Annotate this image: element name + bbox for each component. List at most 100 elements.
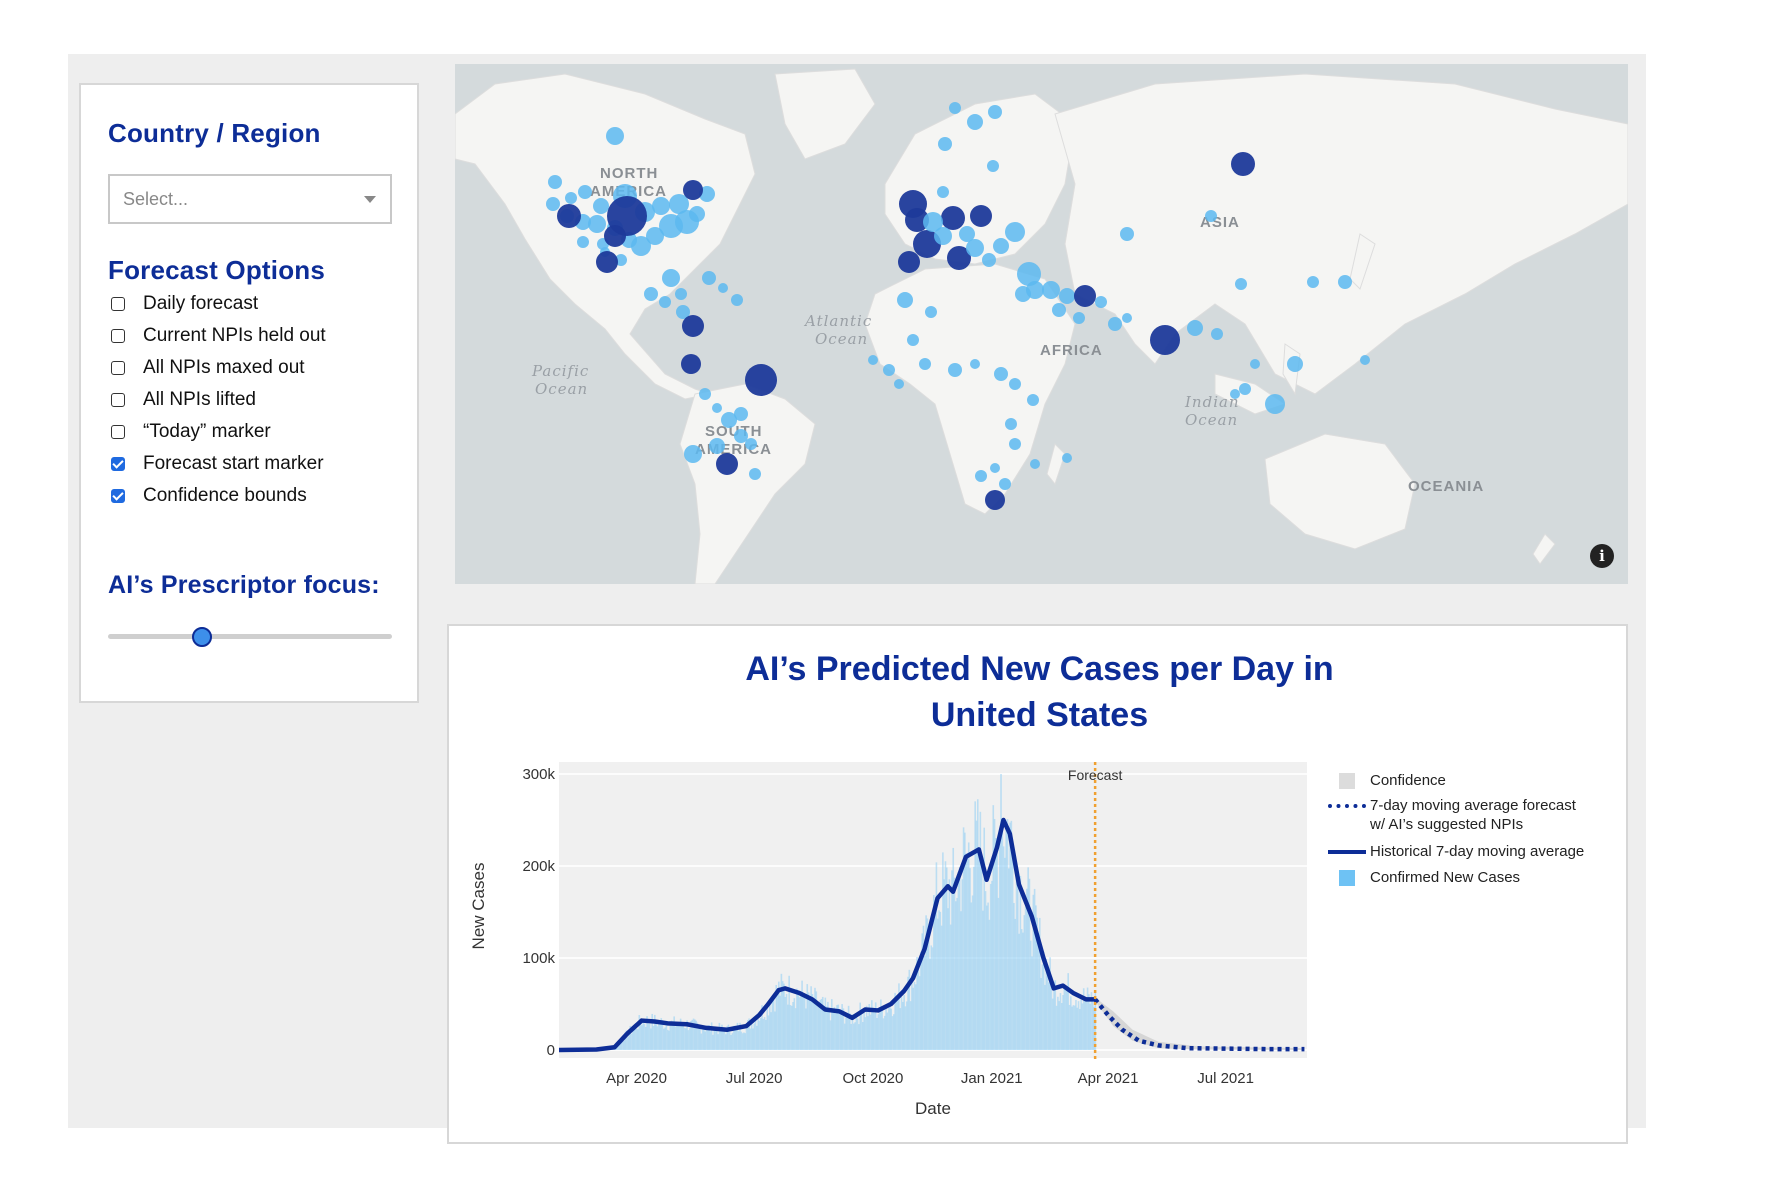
country-bubble[interactable]	[1307, 276, 1319, 288]
country-bubble[interactable]	[999, 478, 1011, 490]
legend-item-historical[interactable]: Historical 7-day moving average	[1326, 842, 1616, 862]
country-bubble[interactable]	[1095, 296, 1107, 308]
country-bubble[interactable]	[682, 315, 704, 337]
country-bubble[interactable]	[1042, 281, 1060, 299]
checkbox-unchecked-icon[interactable]	[111, 329, 125, 343]
checkbox-unchecked-icon[interactable]	[111, 361, 125, 375]
country-bubble[interactable]	[1211, 328, 1223, 340]
country-bubble[interactable]	[669, 194, 689, 214]
country-bubble[interactable]	[676, 305, 690, 319]
country-bubble[interactable]	[947, 246, 971, 270]
country-bubble[interactable]	[1005, 418, 1017, 430]
legend-item-confirmed[interactable]: Confirmed New Cases	[1326, 868, 1616, 888]
country-bubble[interactable]	[588, 215, 606, 233]
country-bubble[interactable]	[615, 254, 627, 266]
country-bubble[interactable]	[985, 490, 1005, 510]
country-bubble[interactable]	[565, 192, 577, 204]
country-bubble[interactable]	[578, 185, 592, 199]
country-bubble[interactable]	[925, 306, 937, 318]
country-bubble[interactable]	[675, 288, 687, 300]
country-bubble[interactable]	[1120, 227, 1134, 241]
country-bubble[interactable]	[731, 294, 743, 306]
country-bubble[interactable]	[1027, 394, 1039, 406]
country-bubble[interactable]	[734, 429, 748, 443]
country-bubble[interactable]	[1187, 320, 1203, 336]
country-bubble[interactable]	[967, 114, 983, 130]
country-bubble[interactable]	[652, 197, 670, 215]
country-bubble[interactable]	[994, 367, 1008, 381]
country-bubble[interactable]	[941, 206, 965, 230]
country-bubble[interactable]	[646, 227, 664, 245]
country-bubble[interactable]	[1017, 262, 1041, 286]
country-bubble[interactable]	[689, 206, 705, 222]
country-bubble[interactable]	[1265, 394, 1285, 414]
country-bubble[interactable]	[699, 388, 711, 400]
country-bubble[interactable]	[988, 105, 1002, 119]
country-bubble[interactable]	[681, 354, 701, 374]
country-bubble[interactable]	[970, 359, 980, 369]
country-bubble[interactable]	[948, 363, 962, 377]
country-bubble[interactable]	[546, 197, 560, 211]
country-bubble[interactable]	[883, 364, 895, 376]
country-bubble[interactable]	[907, 334, 919, 346]
country-bubble[interactable]	[683, 180, 703, 200]
country-bubble[interactable]	[662, 269, 680, 287]
country-bubble[interactable]	[1059, 288, 1075, 304]
country-bubble[interactable]	[993, 238, 1009, 254]
country-bubble[interactable]	[1230, 389, 1240, 399]
country-bubble[interactable]	[975, 470, 987, 482]
country-bubble[interactable]	[1338, 275, 1352, 289]
country-bubble[interactable]	[577, 236, 589, 248]
country-bubble[interactable]	[596, 251, 618, 273]
prescriptor-slider-track[interactable]	[108, 634, 392, 639]
country-bubble[interactable]	[938, 137, 952, 151]
country-bubble[interactable]	[702, 271, 716, 285]
forecast-option-5[interactable]: Forecast start marker	[111, 452, 324, 476]
world-map[interactable]: NORTH AMERICA SOUTH AMERICA AFRICA ASIA …	[455, 64, 1628, 584]
checkbox-checked-icon[interactable]	[111, 489, 125, 503]
country-bubble[interactable]	[1108, 317, 1122, 331]
country-bubble[interactable]	[1360, 355, 1370, 365]
forecast-option-3[interactable]: All NPIs lifted	[111, 388, 256, 412]
country-bubble[interactable]	[1062, 453, 1072, 463]
country-bubble[interactable]	[1150, 325, 1180, 355]
country-bubble[interactable]	[557, 204, 581, 228]
checkbox-checked-icon[interactable]	[111, 457, 125, 471]
country-bubble[interactable]	[949, 102, 961, 114]
world-map-canvas[interactable]: NORTH AMERICA SOUTH AMERICA AFRICA ASIA …	[455, 64, 1628, 584]
country-bubble[interactable]	[897, 292, 913, 308]
country-bubble[interactable]	[749, 468, 761, 480]
country-bubble[interactable]	[1005, 222, 1025, 242]
country-bubble[interactable]	[1205, 210, 1217, 222]
country-bubble[interactable]	[937, 186, 949, 198]
country-bubble[interactable]	[923, 212, 943, 232]
country-bubble[interactable]	[919, 358, 931, 370]
country-bubble[interactable]	[1231, 152, 1255, 176]
country-bubble[interactable]	[1015, 286, 1031, 302]
country-bubble[interactable]	[990, 463, 1000, 473]
country-bubble[interactable]	[734, 407, 748, 421]
country-bubble[interactable]	[982, 253, 996, 267]
country-bubble[interactable]	[868, 355, 878, 365]
country-bubble[interactable]	[1287, 356, 1303, 372]
forecast-option-0[interactable]: Daily forecast	[111, 292, 258, 316]
prescriptor-slider-handle[interactable]	[191, 627, 212, 647]
country-bubble[interactable]	[684, 445, 702, 463]
country-bubble[interactable]	[934, 227, 952, 245]
country-bubble[interactable]	[1074, 285, 1096, 307]
country-bubble[interactable]	[606, 127, 624, 145]
country-bubble[interactable]	[1235, 278, 1247, 290]
country-bubble[interactable]	[1122, 313, 1132, 323]
country-bubble[interactable]	[721, 412, 737, 428]
country-bubble[interactable]	[898, 251, 920, 273]
country-bubble[interactable]	[1073, 312, 1085, 324]
forecast-option-2[interactable]: All NPIs maxed out	[111, 356, 305, 380]
checkbox-unchecked-icon[interactable]	[111, 393, 125, 407]
country-select[interactable]: Select...	[108, 174, 392, 224]
country-bubble[interactable]	[1009, 438, 1021, 450]
country-bubble[interactable]	[905, 208, 929, 232]
country-bubble[interactable]	[1052, 303, 1066, 317]
forecast-option-6[interactable]: Confidence bounds	[111, 484, 307, 508]
country-bubble[interactable]	[1250, 359, 1260, 369]
forecast-option-4[interactable]: “Today” marker	[111, 420, 271, 444]
